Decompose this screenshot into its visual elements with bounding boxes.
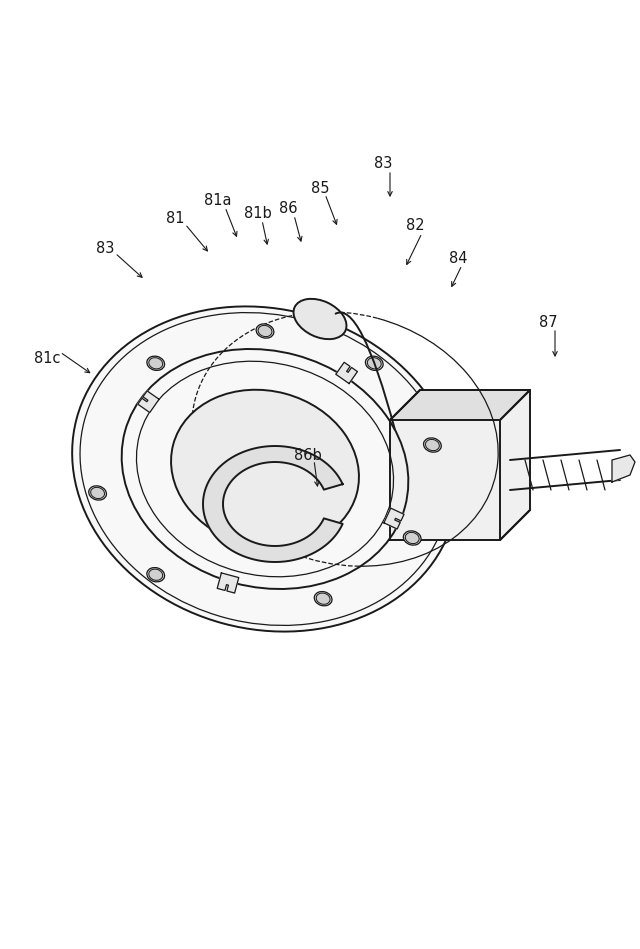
Polygon shape xyxy=(612,455,635,482)
Ellipse shape xyxy=(171,390,359,549)
Text: 84: 84 xyxy=(449,251,467,266)
Ellipse shape xyxy=(256,324,274,338)
Ellipse shape xyxy=(294,299,346,339)
Text: 83: 83 xyxy=(374,156,392,171)
Polygon shape xyxy=(203,446,342,562)
Polygon shape xyxy=(336,363,358,383)
Text: 82: 82 xyxy=(406,217,424,233)
Text: 86: 86 xyxy=(279,200,297,215)
Polygon shape xyxy=(384,508,404,529)
Polygon shape xyxy=(217,573,239,593)
Polygon shape xyxy=(138,391,159,413)
Ellipse shape xyxy=(72,307,458,632)
Ellipse shape xyxy=(147,356,164,370)
Text: 85: 85 xyxy=(311,180,329,195)
Ellipse shape xyxy=(89,486,106,500)
Text: 81b: 81b xyxy=(244,206,272,220)
Ellipse shape xyxy=(365,356,383,370)
Text: 83: 83 xyxy=(96,240,114,255)
Polygon shape xyxy=(390,390,530,540)
Ellipse shape xyxy=(147,568,164,582)
Polygon shape xyxy=(390,390,530,420)
Text: 81: 81 xyxy=(166,211,184,226)
Text: 86b: 86b xyxy=(294,448,322,462)
Ellipse shape xyxy=(424,437,442,452)
Text: 81c: 81c xyxy=(34,350,60,365)
Text: 81a: 81a xyxy=(204,193,232,208)
Ellipse shape xyxy=(403,530,421,545)
Text: 87: 87 xyxy=(539,314,557,329)
Ellipse shape xyxy=(314,591,332,605)
